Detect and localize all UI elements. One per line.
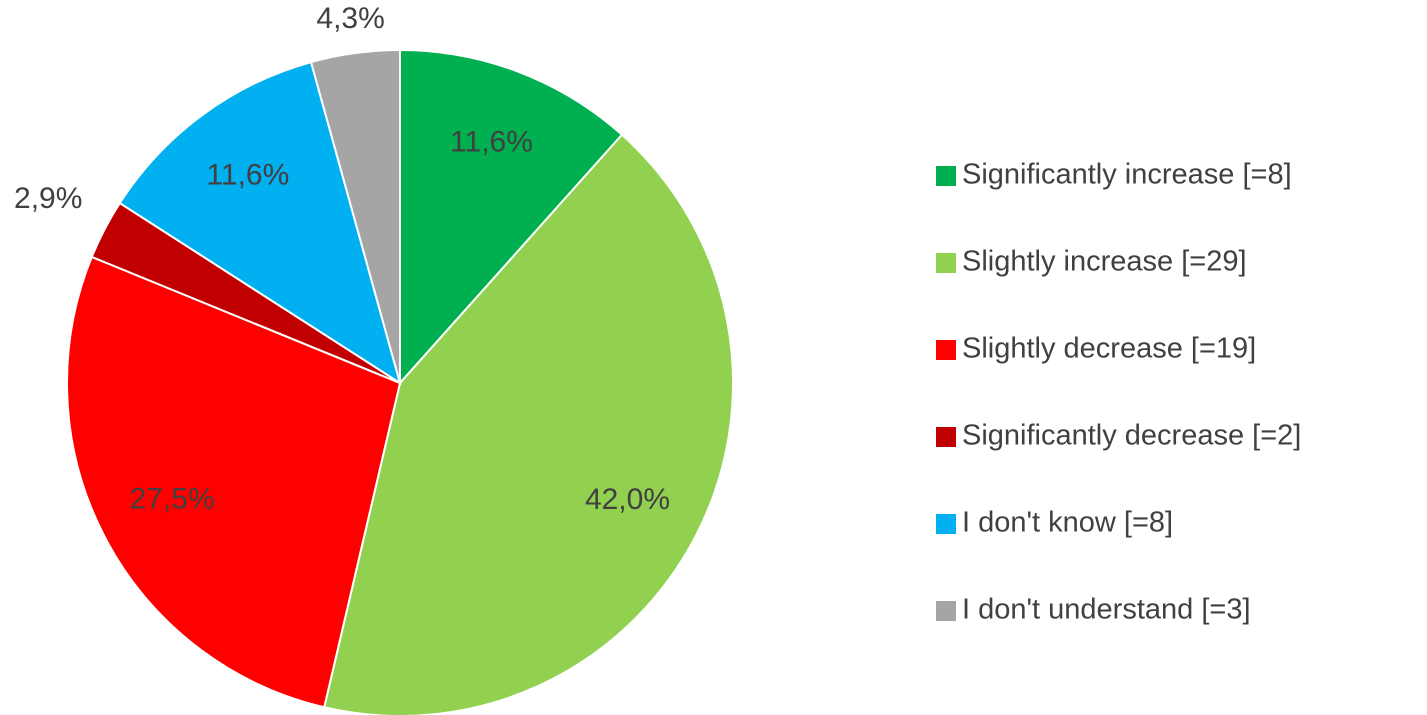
pie-slice: [118, 60, 402, 386]
pie-slice: [309, 48, 401, 384]
legend-text: Slightly increase [=29]: [962, 246, 1247, 278]
pie-slice: [323, 133, 734, 715]
legend-text: I don't understand [=3]: [962, 594, 1251, 626]
legend-swatch: [936, 427, 956, 447]
legend-swatch: [936, 601, 956, 621]
legend-swatch: [936, 166, 956, 186]
legend-text: Significantly decrease [=2]: [962, 420, 1301, 452]
pie-slice: [399, 48, 624, 386]
data-label: 27,5%: [130, 483, 215, 516]
pie-slice: [66, 255, 402, 709]
legend-swatch: [936, 253, 956, 273]
legend-text: Slightly decrease [=19]: [962, 333, 1256, 365]
data-label: 2,9%: [14, 182, 82, 215]
data-label: 11,6%: [206, 159, 289, 192]
legend-text: Significantly increase [=8]: [962, 159, 1292, 191]
data-label: 11,6%: [450, 125, 533, 158]
legend-swatch: [936, 514, 956, 534]
legend-swatch: [936, 340, 956, 360]
legend-text: I don't know [=8]: [962, 507, 1173, 539]
data-label: 42,0%: [585, 483, 670, 516]
data-label: 4,3%: [316, 2, 384, 35]
